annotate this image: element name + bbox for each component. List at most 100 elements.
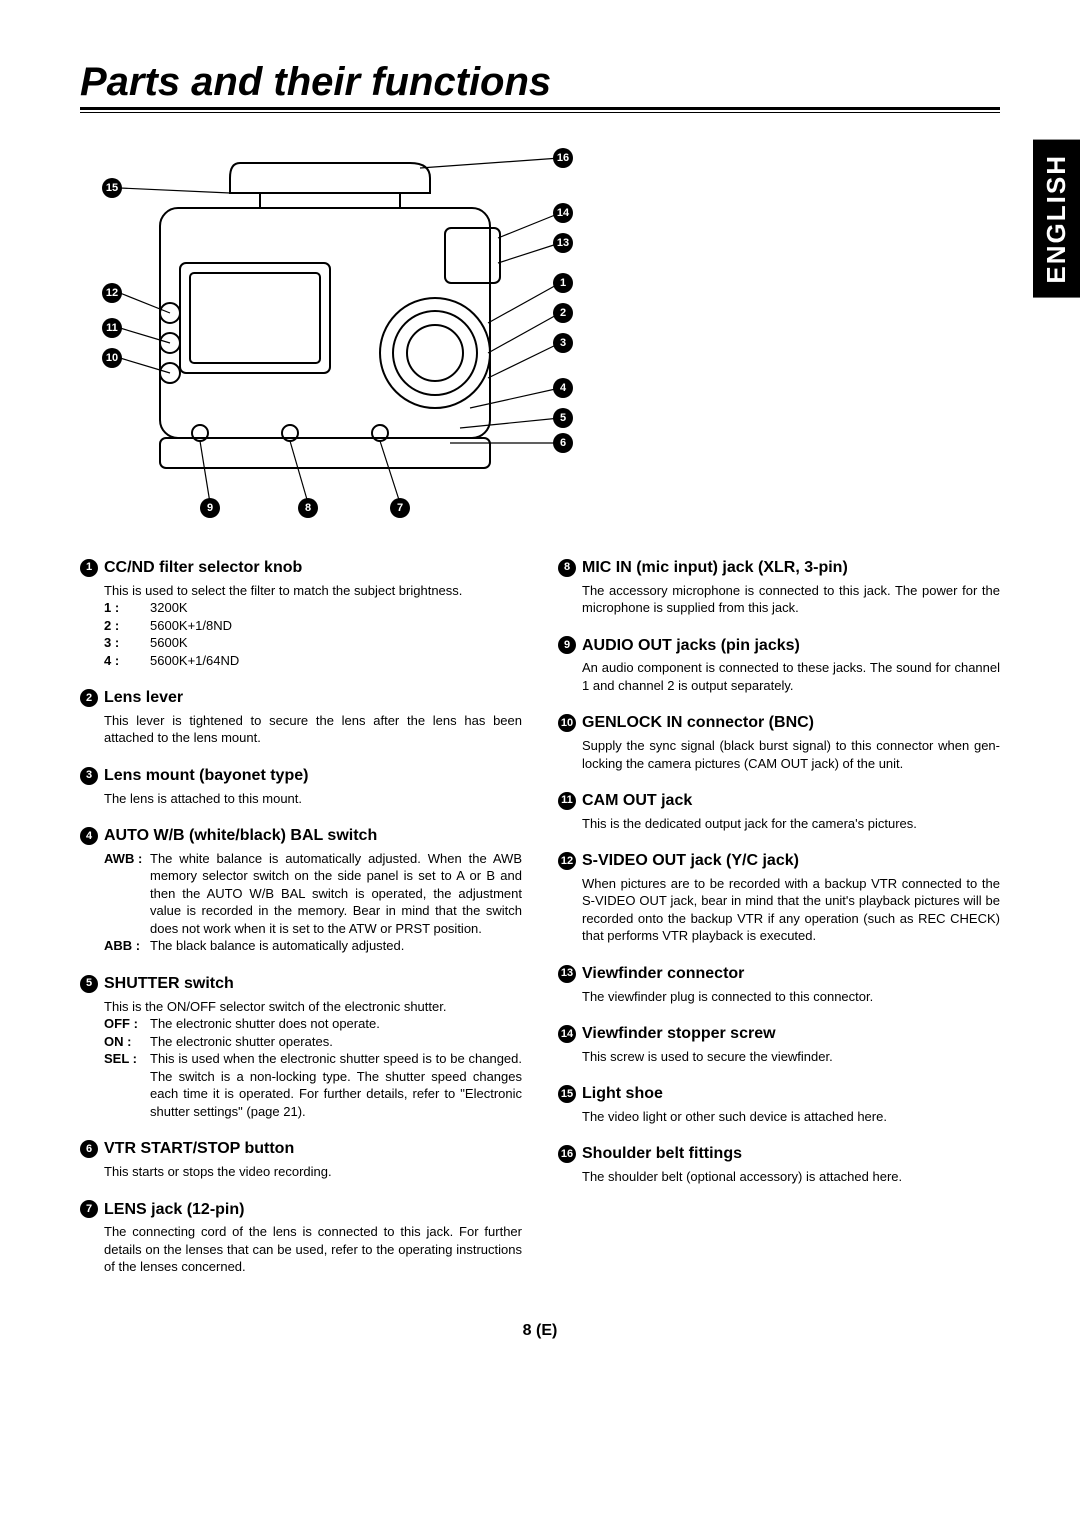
item-title: Viewfinder stopper screw: [582, 1023, 776, 1045]
definition-row: ON :The electronic shutter operates.: [80, 1033, 522, 1051]
item-heading: 12 S-VIDEO OUT jack (Y/C jack): [558, 850, 1000, 872]
item-number-badge: 7: [80, 1200, 98, 1218]
item-title: VTR START/STOP button: [104, 1138, 294, 1160]
callout-13: 13: [553, 233, 573, 253]
item-heading: 8MIC IN (mic input) jack (XLR, 3-pin): [558, 557, 1000, 579]
item-body: This starts or stops the video recording…: [80, 1163, 522, 1181]
item-body: This is the ON/OFF selector switch of th…: [80, 998, 522, 1016]
item-body: This screw is used to secure the viewfin…: [558, 1048, 1000, 1066]
definition-value: The black balance is automatically adjus…: [150, 937, 522, 955]
item-number-badge: 5: [80, 975, 98, 993]
item-number-badge: 2: [80, 689, 98, 707]
callout-5: 5: [553, 408, 573, 428]
definition-row: ABB :The black balance is automatically …: [80, 937, 522, 955]
page-number: 8 (E): [80, 1322, 1000, 1340]
item-number-badge: 3: [80, 767, 98, 785]
item-number-badge: 10: [558, 714, 576, 732]
item-title: Lens mount (bayonet type): [104, 765, 308, 787]
kv-key: 2 :: [104, 617, 150, 635]
item-title: Shoulder belt fittings: [582, 1143, 742, 1165]
item-title: AUDIO OUT jacks (pin jacks): [582, 635, 800, 657]
camera-diagram: 16 14 13 1 2 3 4 5 6 9 8 7 15 12 11 10: [90, 133, 590, 533]
item-body: When pictures are to be recorded with a …: [558, 875, 1000, 945]
callout-3: 3: [553, 333, 573, 353]
item-number-badge: 16: [558, 1145, 576, 1163]
item-body: The video light or other such device is …: [558, 1108, 1000, 1126]
definition-value: The electronic shutter does not operate.: [150, 1015, 522, 1033]
item-body: Supply the sync signal (black burst sign…: [558, 737, 1000, 772]
item-heading: 16 Shoulder belt fittings: [558, 1143, 1000, 1165]
item-15: 15Light shoe The video light or other suc…: [558, 1083, 1000, 1125]
item-number-badge: 4: [80, 827, 98, 845]
item-number-badge: 12: [558, 852, 576, 870]
item-heading: 5 SHUTTER switch: [80, 973, 522, 995]
item-1: 1CC/ND filter selector knob This is used …: [80, 557, 522, 669]
item-heading: 1CC/ND filter selector knob: [80, 557, 522, 579]
item-11: 11CAM OUT jack This is the dedicated outp…: [558, 790, 1000, 832]
item-body: This is the dedicated output jack for th…: [558, 815, 1000, 833]
item-heading: 7 LENS jack (12-pin): [80, 1199, 522, 1221]
item-heading: 9 AUDIO OUT jacks (pin jacks): [558, 635, 1000, 657]
callout-15: 15: [102, 178, 122, 198]
item-title: S-VIDEO OUT jack (Y/C jack): [582, 850, 799, 872]
item-14: 14 Viewfinder stopper screw This screw is …: [558, 1023, 1000, 1065]
item-title: Lens lever: [104, 687, 183, 709]
callout-10: 10: [102, 348, 122, 368]
kv-value: 5600K: [150, 634, 188, 652]
callout-2: 2: [553, 303, 573, 323]
item-heading: 15Light shoe: [558, 1083, 1000, 1105]
language-tab: ENGLISH: [1033, 140, 1080, 298]
item-heading: 14 Viewfinder stopper screw: [558, 1023, 1000, 1045]
item-heading: 10 GENLOCK IN connector (BNC): [558, 712, 1000, 734]
item-4: 4AUTO W/B (white/black) BAL switchAWB :T…: [80, 825, 522, 955]
item-body: An audio component is connected to these…: [558, 659, 1000, 694]
kv-value: 5600K+1/64ND: [150, 652, 239, 670]
item-body: The lens is attached to this mount.: [80, 790, 522, 808]
item-title: SHUTTER switch: [104, 973, 234, 995]
kv-row: 4 :5600K+1/64ND: [104, 652, 522, 670]
definition-value: The electronic shutter operates.: [150, 1033, 522, 1051]
item-number-badge: 14: [558, 1025, 576, 1043]
item-title: Light shoe: [582, 1083, 663, 1105]
camera-illustration: [90, 133, 590, 533]
callout-14: 14: [553, 203, 573, 223]
callout-8: 8: [298, 498, 318, 518]
page-title: Parts and their functions: [80, 60, 1000, 105]
item-number-badge: 8: [558, 559, 576, 577]
kv-row: 1 :3200K: [104, 599, 522, 617]
callout-12: 12: [102, 283, 122, 303]
item-heading: 3 Lens mount (bayonet type): [80, 765, 522, 787]
item-number-badge: 9: [558, 636, 576, 654]
left-column: 1CC/ND filter selector knob This is used …: [80, 557, 522, 1294]
item-number-badge: 6: [80, 1140, 98, 1158]
item-title: AUTO W/B (white/black) BAL switch: [104, 825, 377, 847]
definition-value: This is used when the electronic shutter…: [150, 1050, 522, 1120]
item-16: 16Shoulder belt fittingsThe shoulder bel…: [558, 1143, 1000, 1185]
definition-row: SEL :This is used when the electronic sh…: [80, 1050, 522, 1120]
item-number-badge: 1: [80, 559, 98, 577]
item-heading: 4 AUTO W/B (white/black) BAL switch: [80, 825, 522, 847]
kv-value: 5600K+1/8ND: [150, 617, 232, 635]
item-heading: 11CAM OUT jack: [558, 790, 1000, 812]
item-number-badge: 11: [558, 792, 576, 810]
callout-4: 4: [553, 378, 573, 398]
item-2: 2 Lens lever This lever is tightened to se…: [80, 687, 522, 747]
item-title: Viewfinder connector: [582, 963, 744, 985]
title-rule: [80, 107, 1000, 113]
item-title: LENS jack (12-pin): [104, 1199, 244, 1221]
kv-value: 3200K: [150, 599, 188, 617]
item-number-badge: 13: [558, 965, 576, 983]
right-column: 8MIC IN (mic input) jack (XLR, 3-pin) The…: [558, 557, 1000, 1294]
item-body: This lever is tightened to secure the le…: [80, 712, 522, 747]
definition-key: OFF :: [104, 1015, 146, 1033]
item-5: 5 SHUTTER switch This is the ON/OFF select…: [80, 973, 522, 1120]
item-6: 6 VTR START/STOP button This starts or sto…: [80, 1138, 522, 1180]
callout-6: 6: [553, 433, 573, 453]
callout-9: 9: [200, 498, 220, 518]
item-title: GENLOCK IN connector (BNC): [582, 712, 814, 734]
item-12: 12 S-VIDEO OUT jack (Y/C jack) When pictur…: [558, 850, 1000, 945]
callout-1: 1: [553, 273, 573, 293]
item-7: 7LENS jack (12-pin)The connecting cord o…: [80, 1199, 522, 1276]
columns: 1CC/ND filter selector knob This is used …: [80, 557, 1000, 1294]
item-body: This is used to select the filter to mat…: [80, 582, 522, 600]
